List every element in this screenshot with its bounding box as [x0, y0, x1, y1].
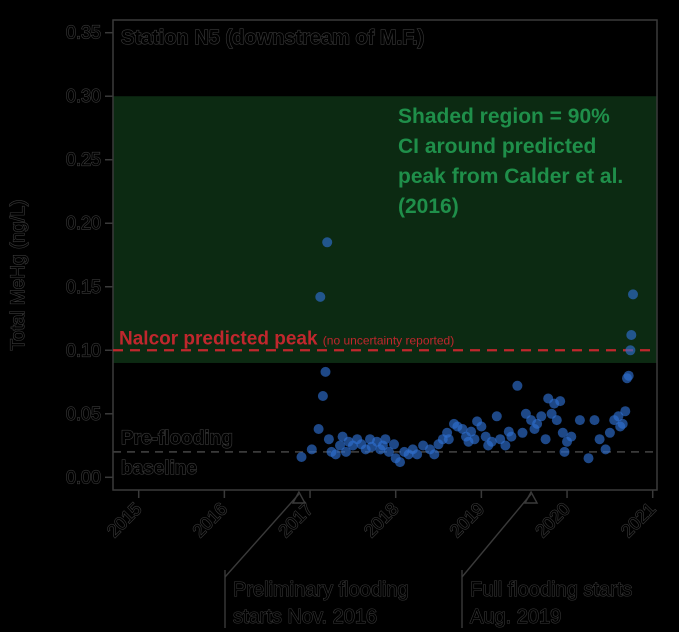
nalcor-label-note: (no uncertainty reported) [323, 333, 454, 347]
data-point [623, 370, 634, 381]
baseline-label-line1: Pre-flooding [121, 428, 233, 449]
ci-label-line: Shaded region = 90% [398, 105, 610, 128]
data-point [395, 457, 405, 468]
data-point [574, 415, 585, 426]
data-point [551, 415, 562, 426]
data-point [323, 434, 334, 445]
chart-title: Station N5 (downstream of M.F.) [121, 27, 424, 49]
data-point [469, 434, 480, 445]
x-tick-label: 2020 [531, 499, 573, 541]
data-point [604, 427, 615, 438]
data-point [466, 426, 477, 437]
data-point [380, 434, 391, 445]
data-point [557, 427, 568, 438]
y-tick-label: 0.30 [66, 86, 101, 106]
annotation-arrowhead [291, 490, 307, 504]
data-point [322, 237, 333, 248]
data-point [412, 449, 423, 460]
y-tick-label: 0.10 [66, 340, 101, 360]
data-point [555, 396, 566, 407]
data-point [330, 449, 341, 460]
data-point [341, 446, 351, 457]
baseline-label-line2: baseline [121, 458, 197, 479]
data-point [566, 431, 577, 442]
data-point [613, 411, 624, 422]
data-point [476, 421, 487, 432]
data-point [320, 366, 331, 377]
data-point [486, 436, 497, 447]
data-point [617, 418, 628, 429]
data-point [589, 415, 600, 426]
data-point [540, 434, 551, 445]
plot-frame [112, 19, 658, 491]
ci-label-line: peak from Calder et al. [398, 165, 623, 188]
annotation-text: Preliminary flooding [233, 579, 409, 601]
x-tick-label: 2015 [103, 499, 145, 541]
data-point [626, 330, 637, 340]
data-point [443, 434, 454, 445]
data-point [315, 291, 326, 302]
y-tick-label: 0.35 [66, 23, 101, 43]
x-tick-label: 2021 [617, 499, 659, 541]
data-point [457, 424, 468, 434]
annotation-text: Aug. 2019 [470, 606, 561, 628]
ci-shaded-region [113, 96, 657, 363]
y-tick-label: 0.00 [66, 467, 101, 487]
annotation-text: Full flooding starts [470, 579, 632, 601]
y-tick-label: 0.05 [66, 404, 101, 424]
data-point [296, 452, 307, 462]
annotation-text: starts Nov. 2016 [233, 606, 377, 628]
x-tick-label: 2017 [274, 499, 316, 541]
data-point [317, 391, 328, 401]
nalcor-label: Nalcor predicted peak (no uncertainty re… [119, 328, 454, 349]
data-point [583, 453, 594, 464]
y-tick-label: 0.20 [66, 213, 101, 233]
data-point [512, 380, 523, 391]
x-tick-label: 2019 [446, 499, 488, 541]
data-point [532, 418, 543, 429]
data-point [594, 434, 605, 445]
ci-label-line: (2016) [398, 195, 459, 218]
y-tick-label: 0.25 [66, 150, 101, 170]
y-tick-label: 0.15 [66, 277, 101, 297]
x-tick-label: 2016 [189, 499, 231, 541]
data-point [389, 439, 399, 450]
annotation-arrowhead [523, 490, 539, 504]
data-point [620, 406, 631, 417]
data-point [536, 411, 547, 422]
data-point [625, 345, 636, 356]
y-axis-label: Total MeHg (ng/L) [8, 199, 29, 350]
data-point [506, 431, 517, 442]
data-point [559, 446, 570, 457]
data-point [500, 440, 511, 451]
data-point [335, 440, 345, 451]
data-point [491, 411, 502, 422]
annotation-arrow [461, 493, 532, 578]
ci-label-line: CI around predicted [398, 135, 596, 158]
data-point [306, 444, 317, 455]
data-point [628, 289, 638, 300]
data-point [429, 449, 440, 460]
x-tick-label: 2018 [360, 499, 402, 541]
nalcor-label-main: Nalcor predicted peak [119, 328, 323, 349]
data-point [517, 427, 528, 438]
annotation-arrow [224, 493, 300, 578]
data-point [383, 446, 394, 457]
data-point [600, 444, 611, 455]
data-point [313, 424, 324, 434]
